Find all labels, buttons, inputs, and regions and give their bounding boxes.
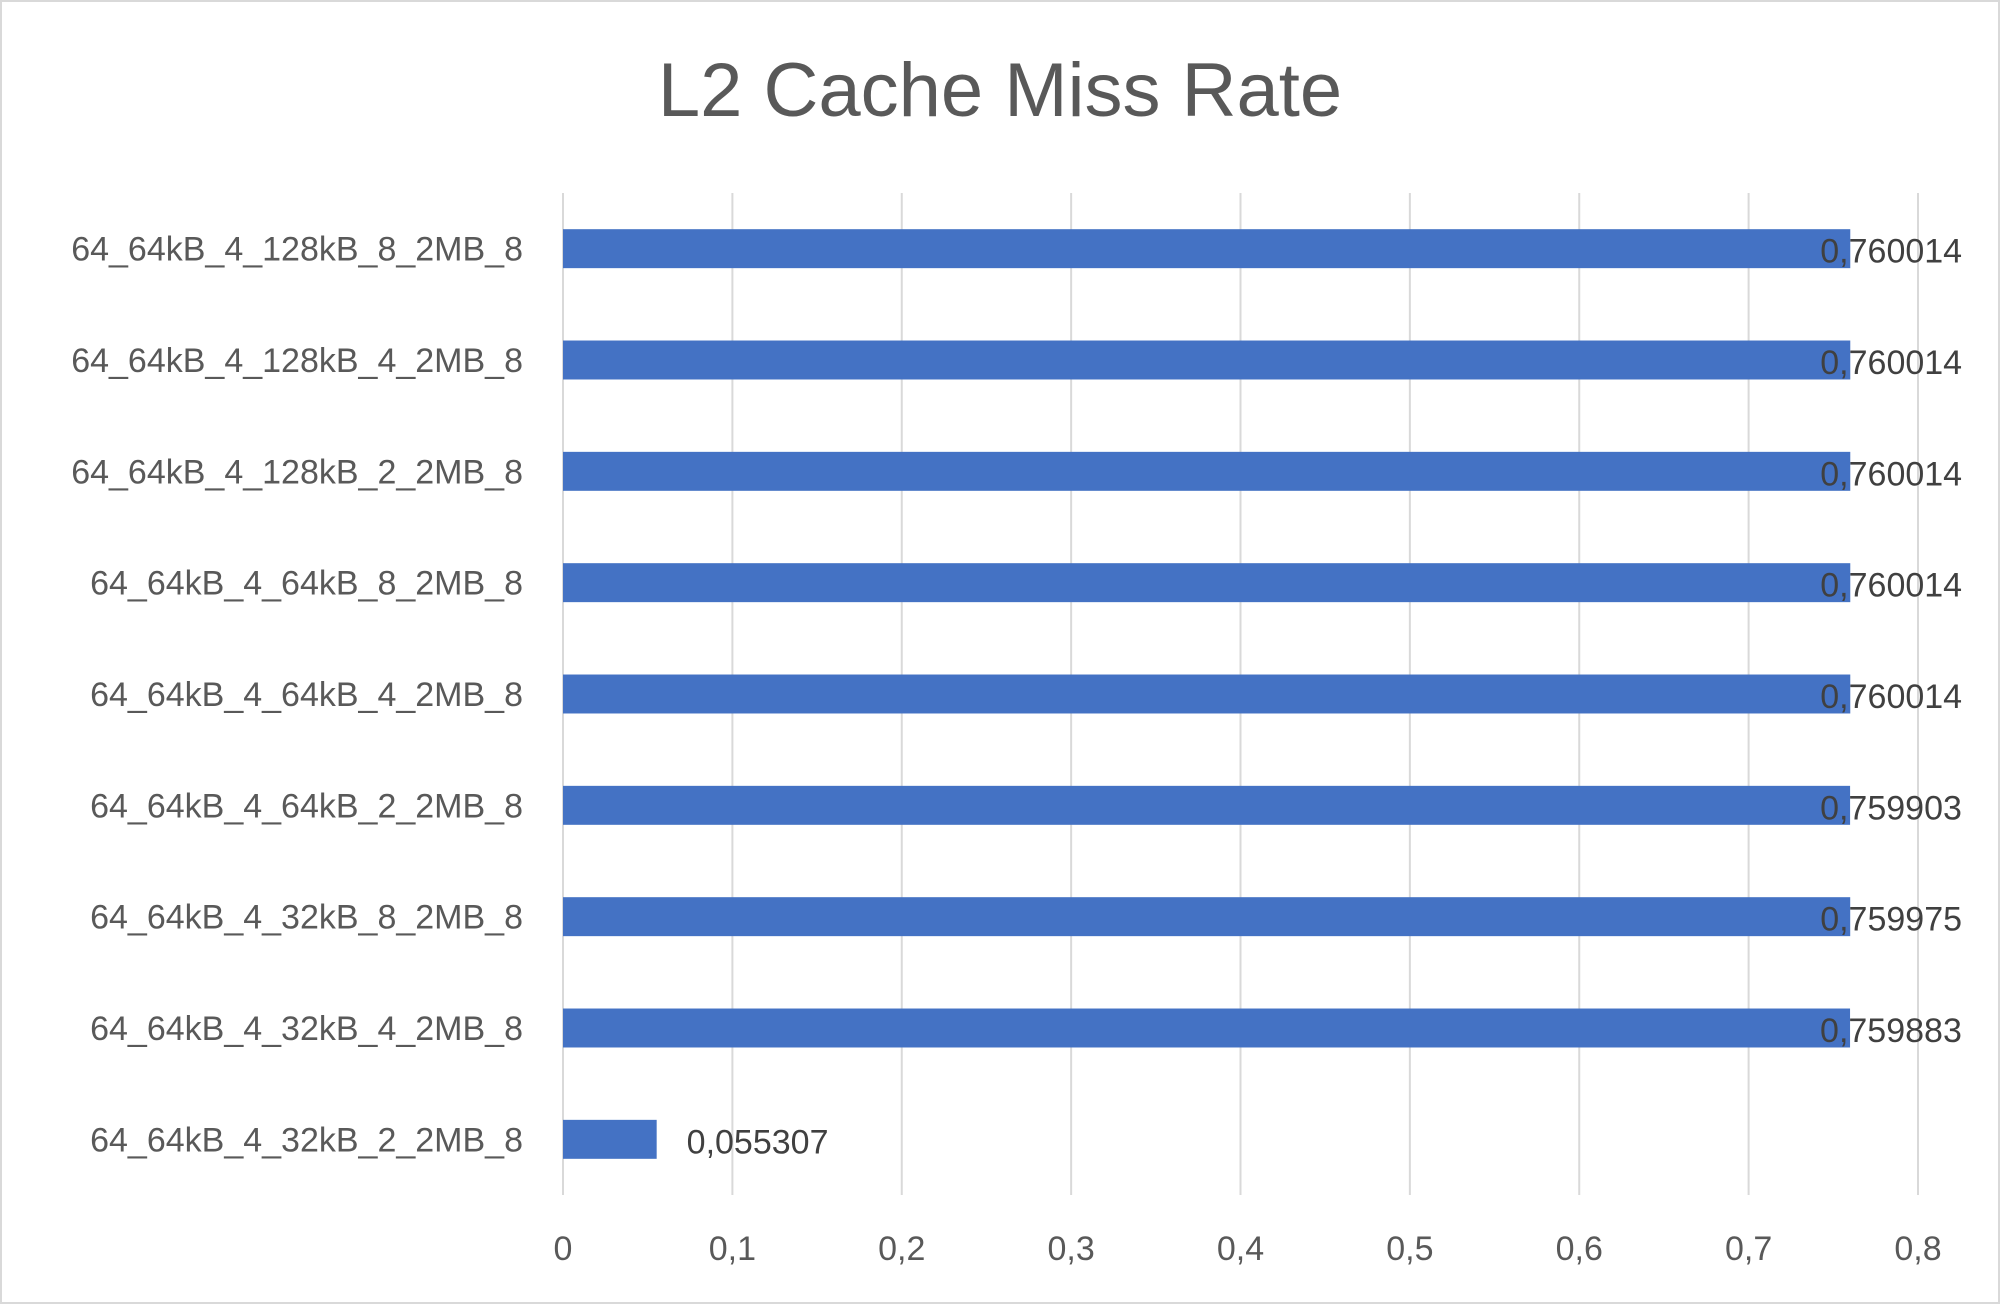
x-tick-label: 0,1 <box>709 1230 756 1268</box>
x-tick-label: 0,2 <box>878 1230 925 1268</box>
category-label: 64_64kB_4_128kB_8_2MB_8 <box>71 231 523 269</box>
data-label: 0,760014 <box>1820 344 1962 382</box>
x-tick-label: 0,4 <box>1217 1230 1264 1268</box>
x-tick-label: 0,8 <box>1894 1230 1941 1268</box>
x-tick-label: 0 <box>554 1230 573 1268</box>
x-tick-label: 0,5 <box>1386 1230 1433 1268</box>
bar <box>563 785 1851 825</box>
data-label: 0,055307 <box>687 1123 829 1161</box>
bar <box>563 674 1851 714</box>
category-label: 64_64kB_4_128kB_4_2MB_8 <box>71 342 523 380</box>
category-label: 64_64kB_4_64kB_8_2MB_8 <box>90 565 523 603</box>
category-label: 64_64kB_4_128kB_2_2MB_8 <box>71 453 523 491</box>
data-label: 0,759975 <box>1820 901 1962 939</box>
category-label: 64_64kB_4_32kB_2_2MB_8 <box>90 1121 523 1159</box>
data-label: 0,760014 <box>1820 567 1962 605</box>
bar <box>563 897 1851 937</box>
data-label: 0,760014 <box>1820 455 1962 493</box>
data-label: 0,759883 <box>1820 1012 1962 1050</box>
bar <box>563 1008 1851 1048</box>
data-label: 0,760014 <box>1820 678 1962 716</box>
category-labels: 64_64kB_4_128kB_8_2MB_8 64_64kB_4_128kB_4… <box>71 231 523 1160</box>
category-label: 64_64kB_4_64kB_4_2MB_8 <box>90 676 523 714</box>
category-label: 64_64kB_4_32kB_8_2MB_8 <box>90 899 523 937</box>
x-tick-label: 0,6 <box>1556 1230 1603 1268</box>
x-tick-label: 0,7 <box>1725 1230 1772 1268</box>
chart-title: L2 Cache Miss Rate <box>658 48 1342 133</box>
bars <box>563 229 1851 1159</box>
data-label: 0,760014 <box>1820 233 1962 271</box>
data-labels: 0,760014 0,760014 0,760014 0,760014 0,760014… <box>687 233 1962 1162</box>
category-label: 64_64kB_4_32kB_4_2MB_8 <box>90 1010 523 1048</box>
bar <box>563 563 1851 603</box>
x-tick-label: 0,3 <box>1047 1230 1094 1268</box>
bar <box>563 229 1851 269</box>
bar <box>563 451 1851 491</box>
category-label: 64_64kB_4_64kB_2_2MB_8 <box>90 787 523 825</box>
data-label: 0,759903 <box>1820 789 1962 827</box>
bar <box>563 340 1851 380</box>
bar <box>563 1119 657 1159</box>
x-tick-labels: 0 0,1 0,2 0,3 0,4 0,5 0,6 0,7 0,8 <box>554 1230 1942 1268</box>
